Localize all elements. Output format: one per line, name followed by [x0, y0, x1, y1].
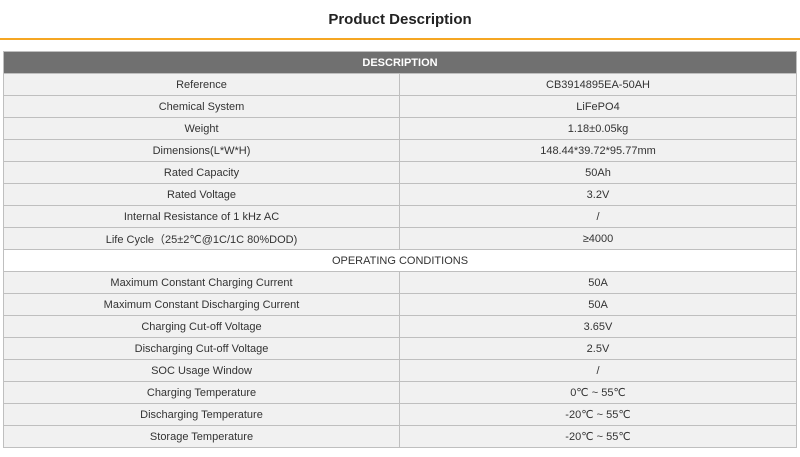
row-value: -20℃ ~ 55℃: [399, 425, 797, 448]
table-row: Discharging Temperature -20℃ ~ 55℃: [3, 403, 797, 426]
table-row: Rated Voltage 3.2V: [3, 183, 797, 206]
table-row: Charging Cut-off Voltage 3.65V: [3, 315, 797, 338]
row-value: /: [399, 359, 797, 382]
table-row: Internal Resistance of 1 kHz AC /: [3, 205, 797, 228]
row-label: Rated Voltage: [3, 183, 400, 206]
operating-header-row: OPERATING CONDITIONS: [3, 249, 797, 272]
row-label: SOC Usage Window: [3, 359, 400, 382]
row-value: 3.65V: [399, 315, 797, 338]
row-value: 1.18±0.05kg: [399, 117, 797, 140]
title-bar: Product Description: [0, 0, 800, 40]
row-value: LiFePO4: [399, 95, 797, 118]
row-label: Charging Temperature: [3, 381, 400, 404]
row-value: /: [399, 205, 797, 228]
table-row: Discharging Cut-off Voltage 2.5V: [3, 337, 797, 360]
table-row: Charging Temperature 0℃ ~ 55℃: [3, 381, 797, 404]
row-label: Internal Resistance of 1 kHz AC: [3, 205, 400, 228]
row-label: Weight: [3, 117, 400, 140]
row-label: Discharging Cut-off Voltage: [3, 337, 400, 360]
row-value: 0℃ ~ 55℃: [399, 381, 797, 404]
row-label: Life Cycle（25±2℃@1C/1C 80%DOD): [3, 227, 400, 250]
table-row: Maximum Constant Discharging Current 50A: [3, 293, 797, 316]
row-value: 2.5V: [399, 337, 797, 360]
row-label: Maximum Constant Charging Current: [3, 271, 400, 294]
description-header-row: DESCRIPTION: [3, 51, 797, 74]
table-row: Rated Capacity 50Ah: [3, 161, 797, 184]
row-value: ≥4000: [399, 227, 797, 250]
row-label: Rated Capacity: [3, 161, 400, 184]
row-label: Discharging Temperature: [3, 403, 400, 426]
spec-table: DESCRIPTION Reference CB3914895EA-50AH C…: [3, 51, 797, 448]
table-row: Weight 1.18±0.05kg: [3, 117, 797, 140]
row-value: 50A: [399, 271, 797, 294]
table-row: Life Cycle（25±2℃@1C/1C 80%DOD) ≥4000: [3, 227, 797, 250]
row-label: Storage Temperature: [3, 425, 400, 448]
row-label: Charging Cut-off Voltage: [3, 315, 400, 338]
row-label: Dimensions(L*W*H): [3, 139, 400, 162]
description-header: DESCRIPTION: [3, 51, 797, 74]
row-value: -20℃ ~ 55℃: [399, 403, 797, 426]
table-row: Dimensions(L*W*H) 148.44*39.72*95.77mm: [3, 139, 797, 162]
table-row: Maximum Constant Charging Current 50A: [3, 271, 797, 294]
table-row: SOC Usage Window /: [3, 359, 797, 382]
row-value: CB3914895EA-50AH: [399, 73, 797, 96]
row-value: 50Ah: [399, 161, 797, 184]
page-title: Product Description: [328, 11, 472, 28]
operating-header: OPERATING CONDITIONS: [3, 249, 797, 272]
row-label: Chemical System: [3, 95, 400, 118]
table-row: Reference CB3914895EA-50AH: [3, 73, 797, 96]
row-value: 3.2V: [399, 183, 797, 206]
table-row: Storage Temperature -20℃ ~ 55℃: [3, 425, 797, 448]
row-value: 148.44*39.72*95.77mm: [399, 139, 797, 162]
row-label: Reference: [3, 73, 400, 96]
table-row: Chemical System LiFePO4: [3, 95, 797, 118]
row-value: 50A: [399, 293, 797, 316]
row-label: Maximum Constant Discharging Current: [3, 293, 400, 316]
